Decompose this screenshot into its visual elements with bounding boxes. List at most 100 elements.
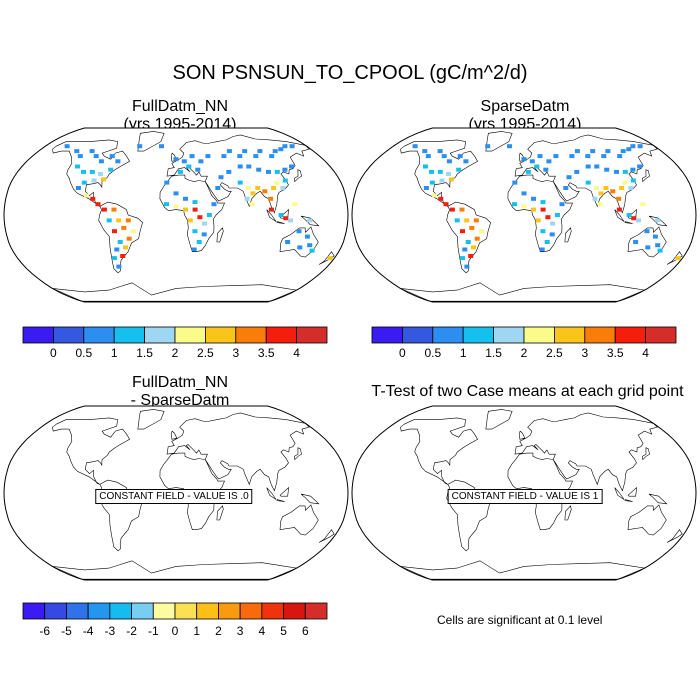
grid-cell (566, 175, 572, 180)
grid-cell (98, 159, 104, 164)
grid-cell (282, 144, 288, 149)
grid-cell (469, 225, 475, 230)
coastline (52, 409, 335, 580)
grid-cell (412, 144, 418, 149)
grid-cell (616, 207, 622, 212)
grid-cell (192, 207, 198, 212)
colorbar-abs-swatch (401, 326, 434, 344)
grid-cell (327, 256, 333, 261)
grid-cell (628, 186, 634, 190)
grid-cell (297, 245, 303, 250)
grid-cell (111, 207, 117, 212)
colorbar-diff-swatch (152, 602, 176, 620)
grid-cell (439, 178, 445, 183)
grid-cell (601, 154, 607, 159)
grid-cell (598, 191, 604, 196)
grid-cell (630, 144, 636, 149)
grid-cell (278, 213, 284, 217)
grid-cell (592, 196, 598, 201)
grid-cell (468, 254, 474, 258)
grid-cell (449, 207, 455, 212)
grid-cell (183, 207, 188, 212)
grid-cell (521, 191, 527, 196)
colorbar-labels: 0 0.5 1 1.5 2 2.5 3 3.5 4 (0, 346, 700, 362)
grid-cell (296, 229, 302, 234)
grid-cell (630, 167, 636, 172)
grid-cell (622, 180, 628, 185)
grid-cell (423, 186, 429, 190)
colorbar-abs-swatch (265, 326, 298, 344)
grid-cell (237, 164, 243, 169)
grid-cell (164, 202, 169, 207)
grid-cell (594, 186, 599, 190)
grid-cell (89, 149, 95, 154)
grid-cell (89, 169, 95, 174)
grid-cell (637, 144, 643, 149)
grid-cell (189, 154, 195, 159)
grid-cell (115, 159, 121, 164)
grid-cell (540, 229, 546, 234)
grid-cell (191, 247, 197, 252)
grid-cell (304, 234, 310, 239)
colorbar-abs-swatch (584, 326, 616, 344)
grid-cell (620, 149, 626, 154)
grid-cell (617, 154, 623, 159)
grid-cell (512, 202, 517, 207)
grid-cell (215, 186, 221, 190)
grid-cell (525, 169, 531, 174)
grid-cell (111, 256, 117, 261)
grid-cell (459, 207, 465, 212)
grid-cell (432, 193, 438, 198)
grid-cell (106, 218, 112, 223)
grid-cell (603, 186, 609, 190)
grid-cell (64, 144, 70, 149)
grid-cell (675, 256, 681, 261)
grid-cell (473, 218, 479, 223)
colorbar-tick-label: 0.5 (424, 346, 442, 360)
page-title: SON PSNSUN_TO_CPOOL (gC/m^2/d) (172, 62, 528, 84)
grid-cell (544, 240, 550, 244)
colorbar-diff-swatch (261, 602, 284, 620)
map-panel (351, 127, 697, 303)
grid-cell (545, 215, 551, 220)
grid-cell (437, 169, 443, 174)
grid-cell (485, 144, 491, 149)
grid-cell (292, 202, 298, 207)
grid-cell (626, 213, 632, 217)
colorbar-tick-label: 3 (581, 346, 589, 360)
grid-cell (462, 247, 468, 252)
grid-cell (622, 169, 628, 174)
grid-cell (126, 236, 132, 241)
grid-cell (95, 202, 101, 207)
grid-cell (280, 186, 286, 190)
grid-cell (630, 178, 636, 183)
grid-cell (211, 202, 217, 207)
grid-cell (633, 240, 639, 244)
colorbar-diff-swatch (131, 602, 154, 620)
colorbar-tick-label: 4 (293, 346, 300, 360)
grid-cell (554, 213, 560, 217)
colorbar-tick-label: -6 (39, 624, 51, 638)
grid-cell (652, 234, 658, 239)
grid-cell (192, 229, 198, 234)
colorbar-tick-label: 2.5 (197, 346, 214, 360)
grid-cell (120, 254, 126, 258)
panel-title-bottom-left: FullDatm_NN - SparseDatm (55, 374, 305, 410)
colorbar-abs-swatch (493, 326, 525, 344)
grid-cell (198, 159, 204, 164)
grid-cell (459, 256, 465, 261)
grid-cell (569, 154, 575, 159)
grid-cell (101, 207, 107, 212)
colorbar-abs-swatch (235, 326, 267, 344)
grid-cell (464, 218, 470, 223)
grid-cell (201, 232, 207, 237)
grid-cell (425, 154, 431, 159)
colorbar-abs-swatch (554, 326, 586, 344)
colorbar-tick-label: 1.5 (485, 346, 502, 360)
grid-cell (474, 236, 480, 241)
colorbar-tick-label: 1 (459, 346, 467, 360)
grid-cell (422, 149, 428, 154)
grid-cell (221, 154, 227, 159)
grid-cell (540, 207, 546, 212)
grid-cell (177, 169, 183, 174)
